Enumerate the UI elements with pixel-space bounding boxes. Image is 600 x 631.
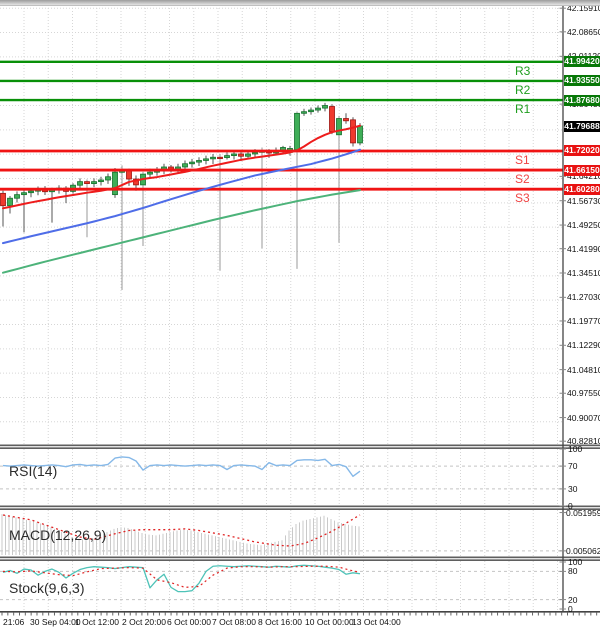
candle <box>315 107 321 111</box>
candle <box>329 106 335 132</box>
candle <box>224 155 230 158</box>
candle <box>182 163 188 168</box>
candle <box>343 118 349 122</box>
candle <box>189 161 195 165</box>
candle <box>301 111 307 114</box>
candle <box>147 171 153 175</box>
candle <box>77 181 83 186</box>
ma-slow-green <box>2 189 361 274</box>
candle <box>336 118 342 136</box>
candle <box>245 153 251 157</box>
candle <box>350 119 356 144</box>
stoch-k-line <box>2 564 361 593</box>
candle <box>105 176 111 181</box>
candle <box>308 109 314 113</box>
candle <box>175 166 181 170</box>
candle <box>98 179 104 183</box>
ma-fast-red <box>2 124 361 210</box>
candle <box>238 153 244 157</box>
candle <box>168 166 174 170</box>
candle <box>210 156 216 160</box>
candle <box>112 171 118 196</box>
candle <box>231 153 237 157</box>
candle <box>322 105 328 109</box>
candle <box>91 181 97 184</box>
candle <box>21 192 27 196</box>
rsi-line <box>2 456 361 478</box>
candle <box>126 170 132 180</box>
candle <box>294 112 300 151</box>
ma-mid-blue <box>2 148 361 245</box>
window-top-edge <box>0 0 600 6</box>
candle <box>357 125 363 144</box>
candle <box>196 160 202 163</box>
macd-signal-line <box>2 514 361 547</box>
candle <box>0 192 6 207</box>
candle <box>203 158 209 161</box>
candle <box>252 151 258 155</box>
candle <box>7 197 13 207</box>
candle <box>84 181 90 184</box>
candle <box>28 190 34 194</box>
candle <box>14 194 20 199</box>
candle <box>217 156 223 160</box>
